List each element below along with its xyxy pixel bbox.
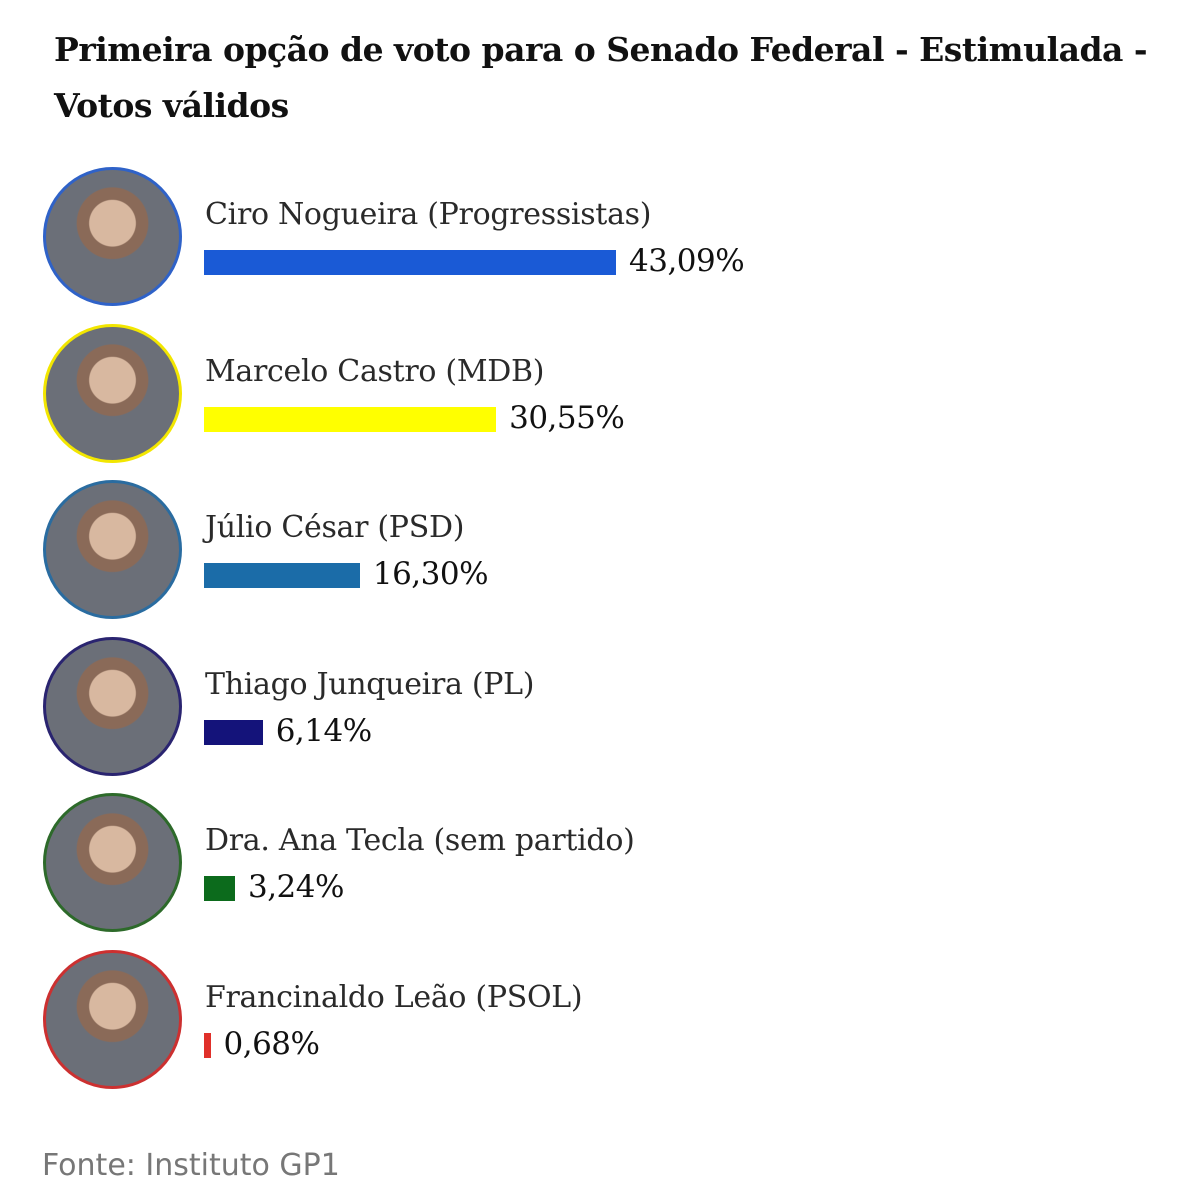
chart-title: Primeira opção de voto para o Senado Fed… xyxy=(54,30,1148,125)
bar-row: Dra. Ana Tecla (sem partido) 3,24% xyxy=(0,793,1202,949)
bar xyxy=(204,250,616,275)
candidate-photo xyxy=(43,480,182,619)
data-label: 43,09% xyxy=(629,243,745,279)
candidate-photo xyxy=(43,793,182,932)
data-label: 0,68% xyxy=(223,1025,320,1062)
data-label: 6,14% xyxy=(275,712,372,749)
candidate-photo xyxy=(43,949,182,1089)
category-label: Thiago Junqueira (PL) xyxy=(205,666,535,702)
data-label: 3,24% xyxy=(247,869,344,905)
bar xyxy=(204,563,360,588)
data-label: 16,30% xyxy=(372,556,489,592)
data-label: 30,55% xyxy=(509,399,625,436)
bar xyxy=(204,719,263,745)
bar-row: Ciro Nogueira (Progressistas) 43,09% xyxy=(0,167,1202,323)
bar xyxy=(204,406,497,432)
bar-row: Francinaldo Leão (PSOL) 0,68% xyxy=(0,949,1202,1106)
source-note: Fonte: Instituto GP1 xyxy=(42,1148,340,1183)
category-label: Ciro Nogueira (Progressistas) xyxy=(205,197,652,232)
bar xyxy=(204,876,235,901)
candidate-photo xyxy=(43,167,182,306)
candidate-photo xyxy=(43,636,182,776)
bar-row: Thiago Junqueira (PL) 6,14% xyxy=(0,636,1202,793)
category-label: Marcelo Castro (MDB) xyxy=(205,353,545,389)
bar-row: Júlio César (PSD) 16,30% xyxy=(0,480,1202,636)
category-label: Francinaldo Leão (PSOL) xyxy=(205,979,583,1015)
category-label: Júlio César (PSD) xyxy=(205,510,465,545)
candidate-photo xyxy=(43,323,182,463)
bar xyxy=(204,1032,211,1058)
bar-row: Marcelo Castro (MDB) 30,55% xyxy=(0,323,1202,480)
category-label: Dra. Ana Tecla (sem partido) xyxy=(205,823,635,858)
